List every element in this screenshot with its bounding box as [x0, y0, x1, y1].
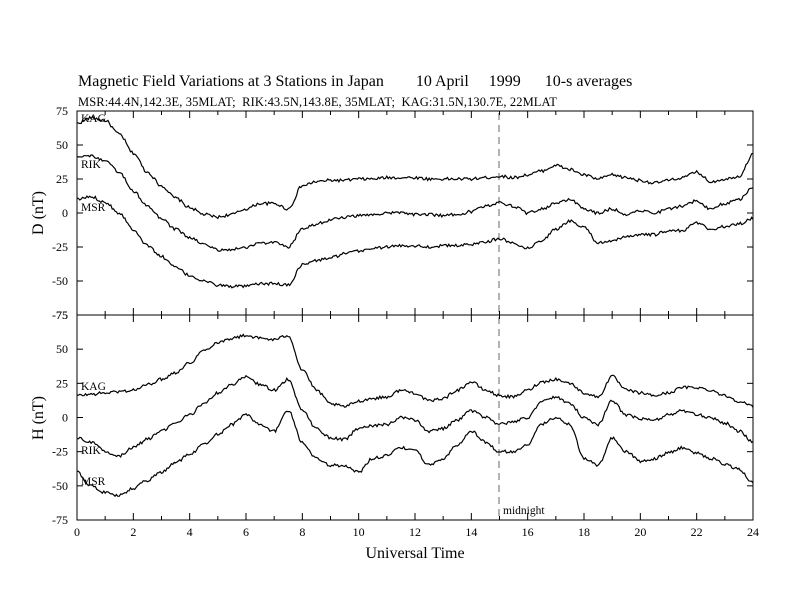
h-label-rik: RIK [81, 445, 102, 457]
d-label-kag: KAG [81, 113, 106, 125]
x-tick-label: 20 [634, 525, 646, 539]
series-lines [76, 115, 754, 498]
y-tick-label: 75 [56, 104, 68, 118]
y-tick-label: 25 [56, 172, 68, 186]
d-label-rik: RIK [81, 159, 102, 171]
x-tick-label: 22 [691, 525, 703, 539]
series-d-rik [76, 154, 754, 252]
y-tick-label: -25 [52, 240, 68, 254]
series-h-rik [76, 374, 754, 459]
x-tick-label: 12 [409, 525, 421, 539]
d-panel-y-axis-title: D (nT) [30, 191, 47, 235]
series-d-msr [76, 195, 754, 289]
series-h-msr [76, 410, 754, 498]
x-tick-label: 8 [299, 525, 305, 539]
h-label-kag: KAG [81, 381, 106, 393]
y-tick-label: 0 [62, 206, 68, 220]
x-tick-label: 0 [74, 525, 80, 539]
y-tick-label: 0 [62, 411, 68, 425]
x-tick-label: 16 [522, 525, 534, 539]
y-tick-label: 50 [56, 342, 68, 356]
y-tick-label: 25 [56, 376, 68, 390]
x-tick-label: 10 [353, 525, 365, 539]
series-h-kag [76, 333, 754, 408]
h-panel-y-axis-title: H (nT) [30, 396, 47, 440]
y-tick-label: 75 [56, 308, 68, 322]
y-tick-label: -75 [52, 513, 68, 527]
y-tick-label: -50 [52, 274, 68, 288]
panel-h-frame [76, 314, 754, 521]
x-axis-title: Universal Time [365, 545, 464, 562]
x-tick-label: 2 [130, 525, 136, 539]
d-label-msr: MSR [81, 202, 106, 214]
x-tick-label: 14 [465, 525, 477, 539]
series-d-kag [76, 115, 754, 220]
y-tick-label: -50 [52, 479, 68, 493]
x-tick-label: 18 [578, 525, 590, 539]
y-tick-label: -75 [52, 308, 68, 322]
x-tick-label: 24 [747, 525, 759, 539]
y-tick-label: -25 [52, 445, 68, 459]
station-info: MSR:44.4N,142.3E, 35MLAT; RIK:43.5N,143.… [78, 95, 557, 109]
midnight-annotation: midnight [503, 505, 545, 517]
x-tick-label: 4 [187, 525, 193, 539]
x-tick-label: 6 [243, 525, 249, 539]
chart-title: Magnetic Field Variations at 3 Stations … [78, 73, 633, 90]
y-tick-label: 50 [56, 138, 68, 152]
